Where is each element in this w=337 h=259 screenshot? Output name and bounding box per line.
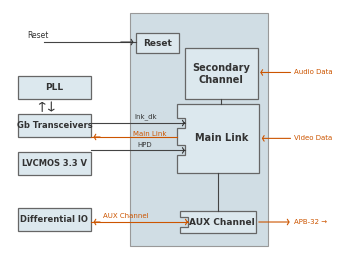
- Text: Video Data: Video Data: [294, 135, 332, 141]
- FancyBboxPatch shape: [18, 76, 91, 99]
- Text: Reset: Reset: [143, 39, 172, 48]
- Text: LVCMOS 3.3 V: LVCMOS 3.3 V: [22, 159, 87, 168]
- Text: Reset: Reset: [27, 31, 49, 40]
- Polygon shape: [180, 211, 256, 233]
- FancyBboxPatch shape: [18, 152, 91, 175]
- Text: lnk_dk: lnk_dk: [135, 113, 157, 120]
- Text: Secondary
Channel: Secondary Channel: [192, 62, 250, 85]
- Text: Main Link: Main Link: [195, 133, 249, 143]
- FancyBboxPatch shape: [18, 114, 91, 137]
- Text: Audio Data: Audio Data: [294, 69, 333, 75]
- FancyBboxPatch shape: [130, 13, 268, 246]
- Text: Main Link: Main Link: [133, 131, 167, 137]
- Text: APB-32 →: APB-32 →: [294, 219, 327, 225]
- FancyBboxPatch shape: [18, 208, 91, 231]
- Text: AUX Channel: AUX Channel: [103, 213, 149, 219]
- Text: PLL: PLL: [45, 83, 63, 92]
- FancyBboxPatch shape: [185, 48, 257, 99]
- Polygon shape: [177, 104, 259, 172]
- FancyBboxPatch shape: [136, 33, 179, 53]
- Text: Differential IO: Differential IO: [21, 215, 88, 224]
- Text: Gb Transceivers: Gb Transceivers: [17, 121, 92, 130]
- Text: HPD: HPD: [138, 142, 152, 148]
- Text: AUX Channel: AUX Channel: [189, 218, 255, 227]
